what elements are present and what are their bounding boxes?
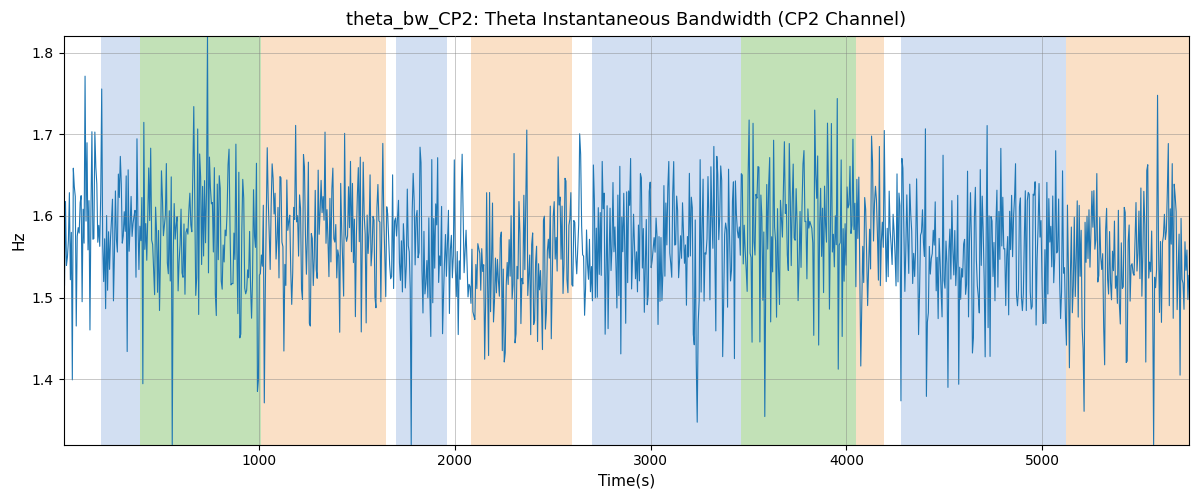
Bar xyxy=(740,36,856,445)
Bar xyxy=(101,36,140,445)
Bar xyxy=(470,36,572,445)
X-axis label: Time(s): Time(s) xyxy=(598,474,655,489)
Bar xyxy=(856,36,883,445)
Title: theta_bw_CP2: Theta Instantaneous Bandwidth (CP2 Channel): theta_bw_CP2: Theta Instantaneous Bandwi… xyxy=(346,11,906,30)
Bar xyxy=(396,36,448,445)
Bar xyxy=(262,36,386,445)
Y-axis label: Hz: Hz xyxy=(11,230,26,250)
Bar xyxy=(901,36,1066,445)
Bar xyxy=(140,36,262,445)
Bar xyxy=(592,36,740,445)
Bar xyxy=(1066,36,1189,445)
